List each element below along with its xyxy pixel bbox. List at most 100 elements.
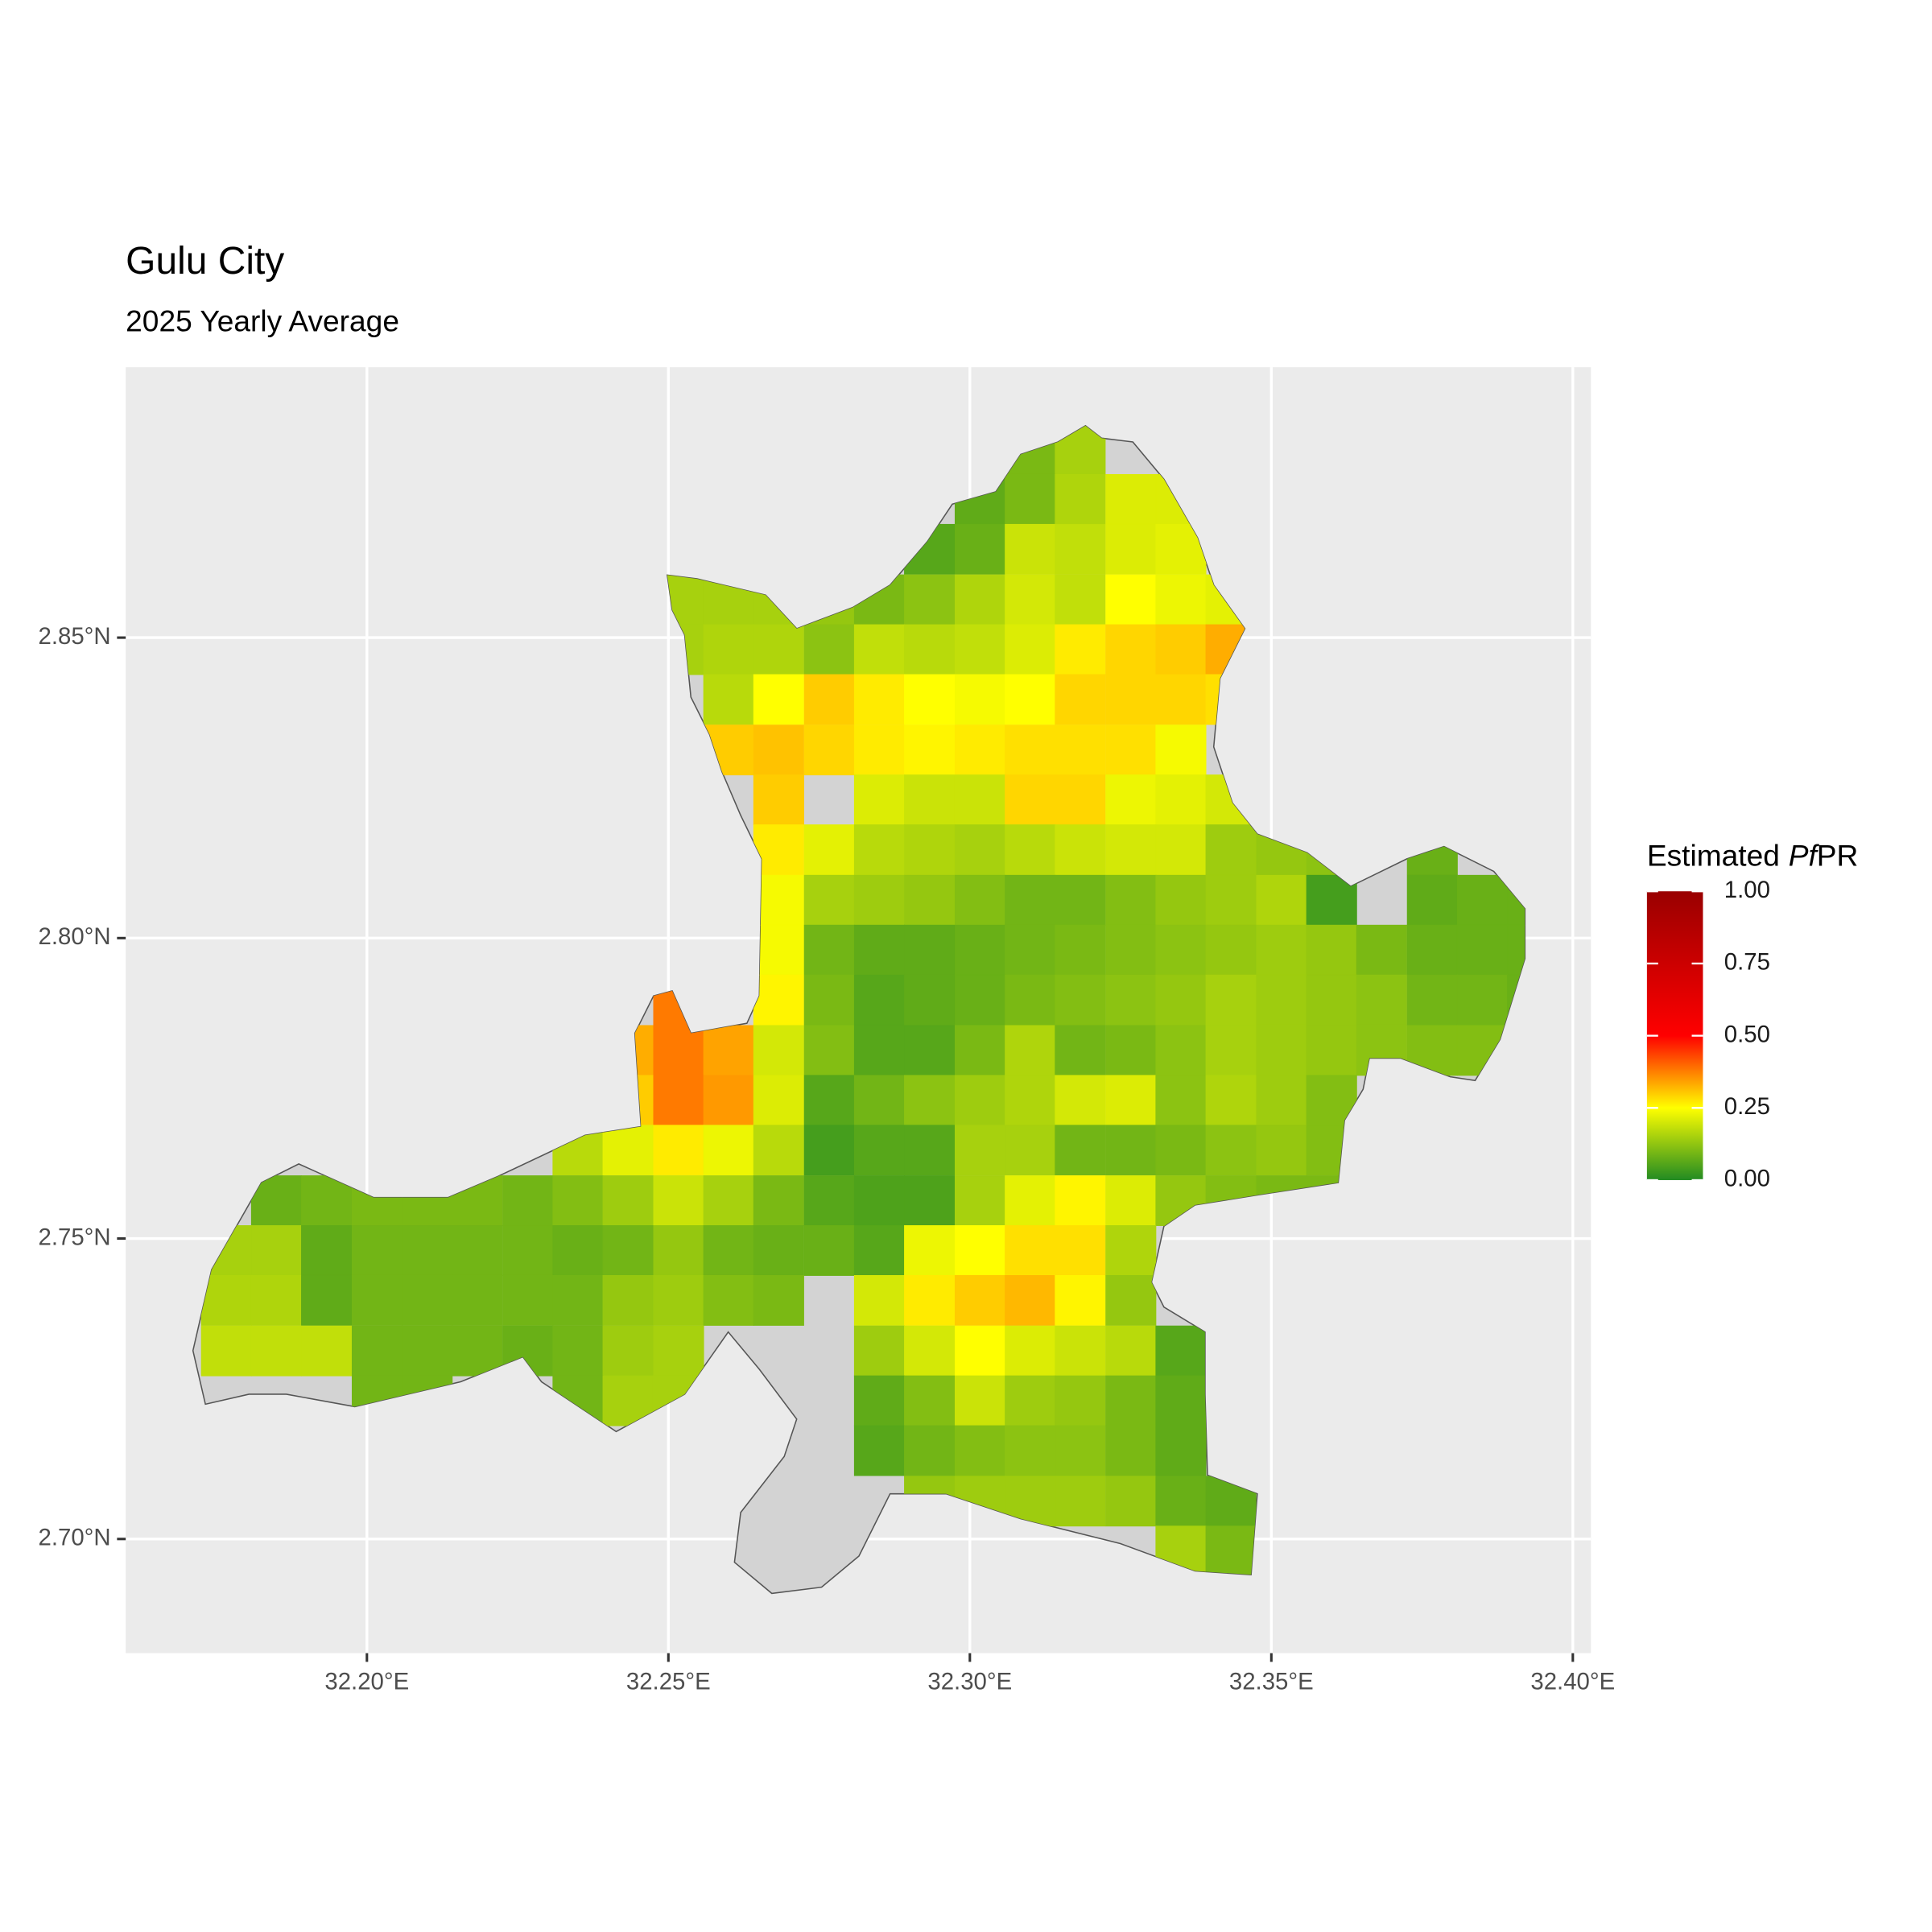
raster-cell — [1155, 824, 1207, 876]
raster-cell — [502, 1175, 554, 1226]
raster-cell — [1155, 674, 1207, 725]
raster-cell — [703, 1274, 754, 1326]
raster-cell — [301, 1325, 353, 1377]
raster-cell — [1005, 1075, 1056, 1126]
raster-cell — [954, 1075, 1006, 1126]
raster-cell — [1456, 974, 1509, 1026]
raster-cell — [301, 1274, 353, 1326]
raster-cell — [904, 1075, 956, 1126]
raster-cell — [1205, 1525, 1257, 1577]
raster-cell — [904, 1175, 956, 1226]
raster-cell — [1005, 1425, 1056, 1476]
raster-cell — [954, 624, 1006, 675]
raster-cell — [602, 1175, 654, 1226]
raster-cell — [954, 1225, 1006, 1276]
raster-cell — [602, 1325, 654, 1377]
raster — [200, 425, 1525, 1577]
legend-title-part: Pf — [1789, 838, 1820, 872]
raster-cell — [703, 674, 754, 725]
raster-cell — [1155, 624, 1207, 675]
y-tick-label: 2.80°N — [38, 923, 110, 950]
raster-cell — [653, 1175, 704, 1226]
legend-title: Estimated PfPR — [1647, 838, 1858, 872]
raster-cell — [853, 774, 906, 826]
raster-cell — [1155, 924, 1207, 976]
raster-cell — [1005, 1375, 1056, 1426]
raster-cell — [753, 1075, 804, 1126]
raster-cell — [703, 1125, 754, 1176]
raster-cell — [904, 924, 956, 976]
colorbar-label: 0.75 — [1724, 949, 1770, 976]
raster-cell — [1256, 1075, 1307, 1126]
raster-cell — [1105, 473, 1157, 525]
raster-cell — [753, 1274, 804, 1326]
raster-cell — [1055, 624, 1106, 675]
raster-cell — [1055, 874, 1106, 926]
raster-cell — [954, 1125, 1006, 1176]
raster-cell — [1105, 1375, 1157, 1426]
raster-cell — [301, 1225, 353, 1276]
raster-cell — [803, 874, 855, 926]
raster-cell — [853, 1274, 906, 1326]
raster-cell — [351, 1274, 403, 1326]
raster-cell — [1406, 974, 1458, 1026]
raster-cell — [954, 1425, 1006, 1476]
raster-cell — [1055, 523, 1106, 575]
raster-cell — [1155, 574, 1207, 625]
raster-cell — [1105, 1225, 1157, 1276]
raster-cell — [954, 874, 1006, 926]
raster-cell — [552, 1175, 604, 1226]
raster-cell — [904, 574, 956, 625]
raster-cell — [1256, 1125, 1307, 1176]
raster-cell — [703, 624, 754, 675]
raster-cell — [753, 724, 804, 776]
raster-cell — [1055, 924, 1106, 976]
raster-cell — [602, 1125, 654, 1176]
raster-cell — [1205, 974, 1257, 1026]
raster-cell — [1155, 523, 1207, 575]
raster-cell — [1055, 674, 1106, 725]
chart-subtitle: 2025 Yearly Average — [126, 303, 399, 337]
raster-cell — [1055, 473, 1106, 525]
raster-cell — [502, 1225, 554, 1276]
raster-cell — [753, 1025, 804, 1076]
raster-cell — [1005, 1125, 1056, 1176]
raster-cell — [402, 1225, 453, 1276]
raster-cell — [753, 1225, 804, 1276]
raster-cell — [1005, 874, 1056, 926]
raster-cell — [552, 1225, 604, 1276]
raster-cell — [1105, 1175, 1157, 1226]
raster-cell — [954, 1274, 1006, 1326]
raster-cell — [904, 624, 956, 675]
raster-cell — [904, 974, 956, 1026]
raster-cell — [954, 574, 1006, 625]
raster-cell — [1005, 1274, 1056, 1326]
raster-cell — [502, 1274, 554, 1326]
raster-cell — [753, 824, 804, 876]
raster-cell — [1256, 1025, 1307, 1076]
raster-cell — [853, 1325, 906, 1377]
raster-cell — [653, 1225, 704, 1276]
raster-cell — [904, 1025, 956, 1076]
raster-cell — [753, 624, 804, 675]
raster-cell — [753, 1125, 804, 1176]
raster-cell — [1005, 473, 1056, 525]
raster-cell — [1105, 1125, 1157, 1176]
raster-cell — [954, 1325, 1006, 1377]
raster-cell — [1105, 1425, 1157, 1476]
raster-cell — [954, 523, 1006, 575]
raster-cell — [1155, 974, 1207, 1026]
raster-cell — [803, 1025, 855, 1076]
colorbar-label: 0.00 — [1724, 1166, 1770, 1192]
raster-cell — [1155, 874, 1207, 926]
raster-cell — [1005, 974, 1056, 1026]
raster-cell — [1055, 1476, 1106, 1527]
raster-cell — [954, 1025, 1006, 1076]
x-tick-label: 32.25°E — [626, 1668, 711, 1695]
legend: Estimated PfPR 0.00 0.25 0.50 0.75 1.00 — [1646, 838, 1858, 1192]
raster-cell — [250, 1274, 302, 1326]
raster-cell — [1105, 774, 1157, 826]
raster-cell — [200, 1274, 252, 1326]
raster-cell — [904, 1274, 956, 1326]
